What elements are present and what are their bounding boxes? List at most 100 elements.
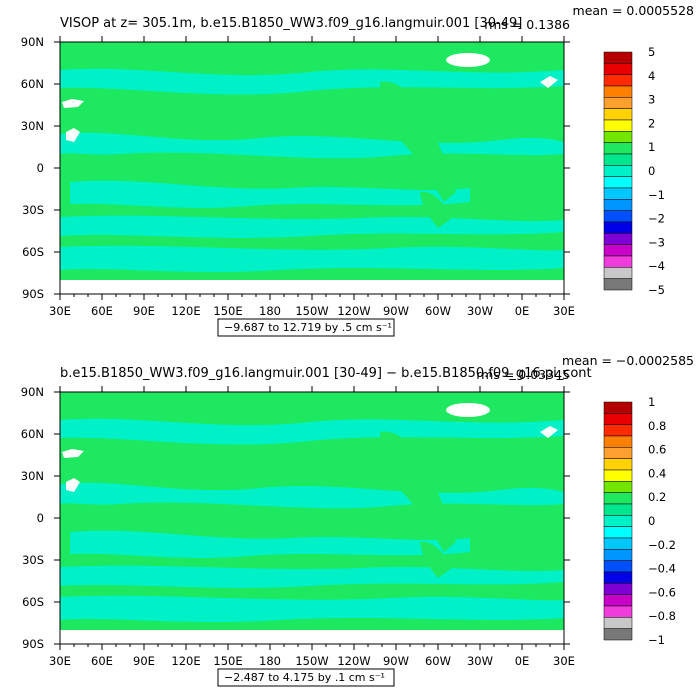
island-mask [540, 76, 558, 88]
colorbar-swatch [603, 469, 633, 482]
colorbar-label: 1 [648, 395, 655, 409]
colorbar-label: −0.4 [648, 562, 676, 576]
y-tick-label: 0 [37, 161, 44, 175]
colorbar-swatch [603, 549, 633, 561]
stat-mean: mean = −0.0002585 [562, 353, 694, 368]
map-bands [60, 42, 564, 272]
colorbar-swatch [603, 594, 633, 607]
colorbar-swatch [603, 267, 633, 279]
colorbar-swatch [603, 165, 633, 177]
colorbar-swatch [603, 628, 633, 641]
colorbar-swatch [603, 210, 633, 223]
colorbar-label: −0.8 [648, 609, 676, 623]
y-tick-label: 90S [22, 287, 44, 301]
x-tick-label: 0E [515, 304, 530, 318]
x-tick-label: 30E [553, 654, 575, 668]
x-tick-label: 90E [133, 654, 155, 668]
colorbar-swatch [603, 447, 633, 459]
colorbar-swatch [603, 187, 633, 200]
island-mask [66, 478, 80, 492]
colorbar-swatch [603, 605, 633, 618]
x-tick-label: 90E [133, 304, 155, 318]
x-tick-label: 0E [515, 654, 530, 668]
colorbar-label: 0 [648, 164, 655, 178]
colorbar-swatch [603, 526, 633, 539]
colorbar-swatch [603, 119, 633, 132]
colorbar-swatch [603, 424, 633, 437]
panel-1: VISOP at z= 305.1m, b.e15.B1850_WW3.f09_… [21, 3, 694, 337]
x-tick-label: 60W [425, 304, 451, 318]
x-tick-label: 90W [383, 304, 409, 318]
x-tick-label: 30E [49, 304, 71, 318]
stat-rms: rms = 0.03345 [476, 367, 570, 382]
x-tick-label: 150W [295, 654, 328, 668]
colorbar-swatch [603, 221, 633, 234]
colorbar-swatch [603, 401, 633, 414]
colorbar-label: −2 [648, 212, 665, 226]
y-tick-label: 90N [21, 35, 44, 49]
zero-region [380, 431, 456, 552]
colorbar-swatch [603, 571, 633, 584]
range-label-box [217, 318, 395, 337]
colorbar-swatch [603, 176, 633, 189]
colorbar-label: 1 [648, 140, 655, 154]
colorbar-label: 0.8 [648, 419, 666, 433]
antarctica-mask [60, 280, 564, 294]
colorbar-label: 0.4 [648, 466, 666, 480]
colorbar-label: 4 [648, 69, 655, 83]
colorbar-label: 0.2 [648, 490, 666, 504]
y-tick-label: 0 [37, 511, 44, 525]
colorbar-swatch [603, 503, 633, 516]
y-tick-label: 90S [22, 637, 44, 651]
colorbar-swatch [603, 255, 633, 268]
x-tick-label: 150E [213, 654, 242, 668]
x-tick-label: 120E [171, 304, 200, 318]
colorbar-swatch [603, 481, 633, 493]
colorbar-swatch [603, 199, 633, 211]
colorbar-swatch [603, 435, 633, 448]
greenland-mask [446, 403, 490, 417]
x-tick-label: 150E [213, 304, 242, 318]
greenland-mask [446, 53, 490, 67]
colorbar-swatch [603, 85, 633, 98]
colorbar-swatch [603, 458, 633, 471]
colorbar-label: −1 [648, 188, 665, 202]
colorbar-swatch [603, 51, 633, 64]
colorbar-swatch [603, 97, 633, 109]
colorbar-swatch [603, 537, 633, 550]
colorbar-swatch [603, 413, 633, 425]
panel-2: b.e15.B1850_WW3.f09_g16.langmuir.001 [30… [21, 353, 694, 687]
colorbar-label: −5 [648, 283, 665, 297]
colorbar-swatch [603, 74, 633, 87]
colorbar-label: −1 [648, 633, 665, 647]
colorbar-swatch [603, 492, 633, 505]
y-tick-label: 90N [21, 385, 44, 399]
y-tick-label: 30S [22, 553, 44, 567]
colorbar-swatch [603, 560, 633, 573]
y-tick-label: 60S [22, 245, 44, 259]
x-tick-label: 30E [553, 304, 575, 318]
island-mask [540, 426, 558, 438]
x-tick-label: 180 [259, 654, 281, 668]
x-tick-label: 30W [467, 654, 493, 668]
y-tick-label: 30N [21, 469, 44, 483]
colorbar-swatch [603, 142, 633, 155]
near-zero-band [60, 418, 564, 445]
x-tick-label: 180 [259, 304, 281, 318]
colorbar-swatch [603, 515, 633, 527]
near-zero-band [60, 68, 564, 95]
x-tick-label: 90W [383, 654, 409, 668]
colorbar-label: 2 [648, 116, 655, 130]
colorbar-label: 5 [648, 45, 655, 59]
y-tick-label: 30S [22, 203, 44, 217]
x-tick-label: 120E [171, 654, 200, 668]
island-mask [62, 99, 84, 108]
map-bands [60, 392, 564, 622]
zero-region [420, 541, 452, 578]
x-tick-label: 60W [425, 654, 451, 668]
colorbar-swatch [603, 153, 633, 166]
colorbar-swatch [603, 244, 633, 257]
y-tick-label: 60N [21, 427, 44, 441]
antarctica-mask [60, 630, 564, 644]
x-tick-label: 120W [337, 304, 370, 318]
